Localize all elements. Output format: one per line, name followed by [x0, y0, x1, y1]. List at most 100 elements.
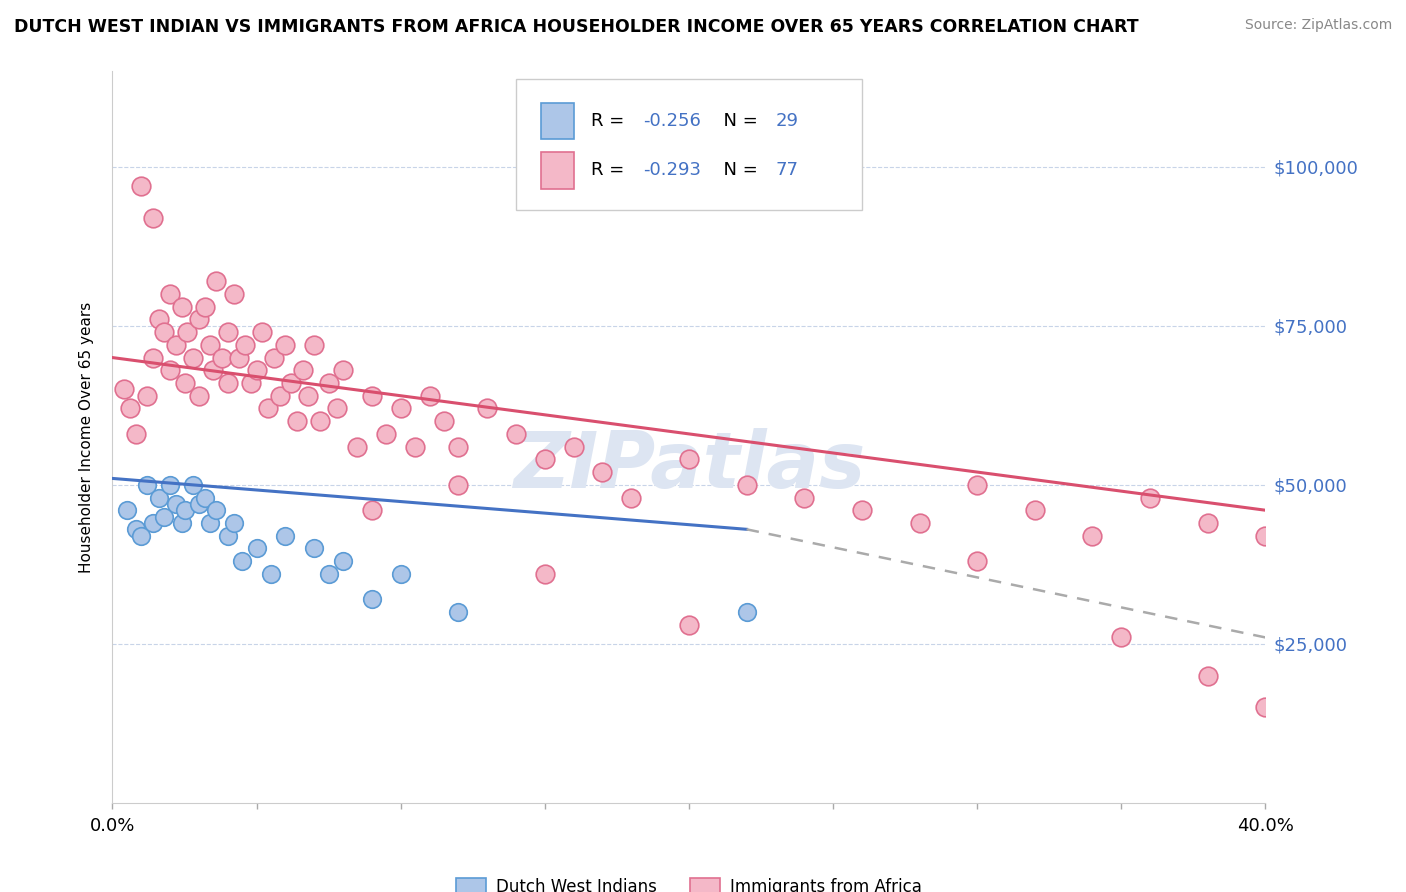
- Point: [534, 566, 557, 581]
- Point: [1254, 700, 1277, 714]
- Point: [404, 440, 426, 454]
- Point: [966, 554, 988, 568]
- Point: [389, 401, 412, 416]
- Point: [269, 389, 291, 403]
- Point: [291, 363, 314, 377]
- Point: [360, 389, 382, 403]
- Text: R =: R =: [591, 161, 630, 179]
- Point: [285, 414, 308, 428]
- Point: [124, 522, 146, 536]
- Point: [735, 605, 758, 619]
- Text: -0.256: -0.256: [643, 112, 700, 130]
- FancyBboxPatch shape: [541, 152, 574, 188]
- Point: [228, 351, 250, 365]
- Point: [274, 529, 297, 543]
- Point: [217, 325, 239, 339]
- Point: [260, 566, 283, 581]
- Point: [447, 440, 470, 454]
- Point: [419, 389, 441, 403]
- Point: [181, 351, 204, 365]
- Point: [142, 516, 165, 530]
- FancyBboxPatch shape: [541, 103, 574, 139]
- Point: [153, 509, 176, 524]
- Point: [346, 440, 368, 454]
- Point: [142, 351, 165, 365]
- Point: [170, 516, 193, 530]
- Point: [112, 383, 135, 397]
- Point: [592, 465, 614, 479]
- Point: [360, 592, 382, 607]
- Point: [115, 503, 138, 517]
- Point: [118, 401, 141, 416]
- Text: ZIPatlas: ZIPatlas: [513, 428, 865, 504]
- Point: [1139, 491, 1161, 505]
- Point: [534, 452, 557, 467]
- Point: [176, 325, 198, 339]
- Point: [1111, 631, 1133, 645]
- Point: [1081, 529, 1104, 543]
- Point: [173, 376, 195, 390]
- Point: [194, 300, 217, 314]
- Point: [239, 376, 262, 390]
- Point: [505, 426, 527, 441]
- Text: N =: N =: [711, 112, 763, 130]
- Point: [129, 529, 153, 543]
- Point: [297, 389, 319, 403]
- Point: [233, 338, 256, 352]
- Point: [304, 338, 326, 352]
- Point: [332, 554, 354, 568]
- Point: [159, 363, 181, 377]
- Point: [246, 363, 269, 377]
- Point: [200, 338, 222, 352]
- Point: [304, 541, 326, 556]
- Point: [360, 503, 382, 517]
- Point: [136, 389, 159, 403]
- Point: [222, 287, 245, 301]
- Point: [181, 477, 204, 491]
- Point: [332, 363, 354, 377]
- Point: [908, 516, 931, 530]
- Point: [562, 440, 585, 454]
- Point: [678, 452, 700, 467]
- Point: [173, 503, 195, 517]
- Point: [447, 477, 470, 491]
- Point: [375, 426, 398, 441]
- Point: [1024, 503, 1046, 517]
- Point: [620, 491, 643, 505]
- Point: [318, 566, 340, 581]
- Point: [205, 503, 228, 517]
- Point: [389, 566, 412, 581]
- Point: [211, 351, 233, 365]
- Point: [257, 401, 280, 416]
- Point: [159, 477, 181, 491]
- Point: [194, 491, 217, 505]
- Point: [326, 401, 349, 416]
- Point: [678, 617, 700, 632]
- Point: [124, 426, 146, 441]
- Point: [165, 338, 187, 352]
- Point: [966, 477, 988, 491]
- Point: [263, 351, 285, 365]
- Point: [148, 312, 170, 326]
- Point: [1254, 529, 1277, 543]
- Text: R =: R =: [591, 112, 630, 130]
- Point: [188, 312, 211, 326]
- FancyBboxPatch shape: [516, 78, 862, 211]
- Text: -0.293: -0.293: [643, 161, 700, 179]
- Point: [217, 529, 239, 543]
- Point: [274, 338, 297, 352]
- Point: [309, 414, 332, 428]
- Point: [735, 477, 758, 491]
- Point: [202, 363, 225, 377]
- Point: [159, 287, 181, 301]
- Point: [200, 516, 222, 530]
- Legend: Dutch West Indians, Immigrants from Africa: Dutch West Indians, Immigrants from Afri…: [447, 870, 931, 892]
- Point: [1197, 668, 1219, 682]
- Point: [129, 178, 153, 193]
- Point: [231, 554, 253, 568]
- Text: 77: 77: [776, 161, 799, 179]
- Point: [148, 491, 170, 505]
- Text: Source: ZipAtlas.com: Source: ZipAtlas.com: [1244, 18, 1392, 32]
- Point: [793, 491, 815, 505]
- Point: [136, 477, 159, 491]
